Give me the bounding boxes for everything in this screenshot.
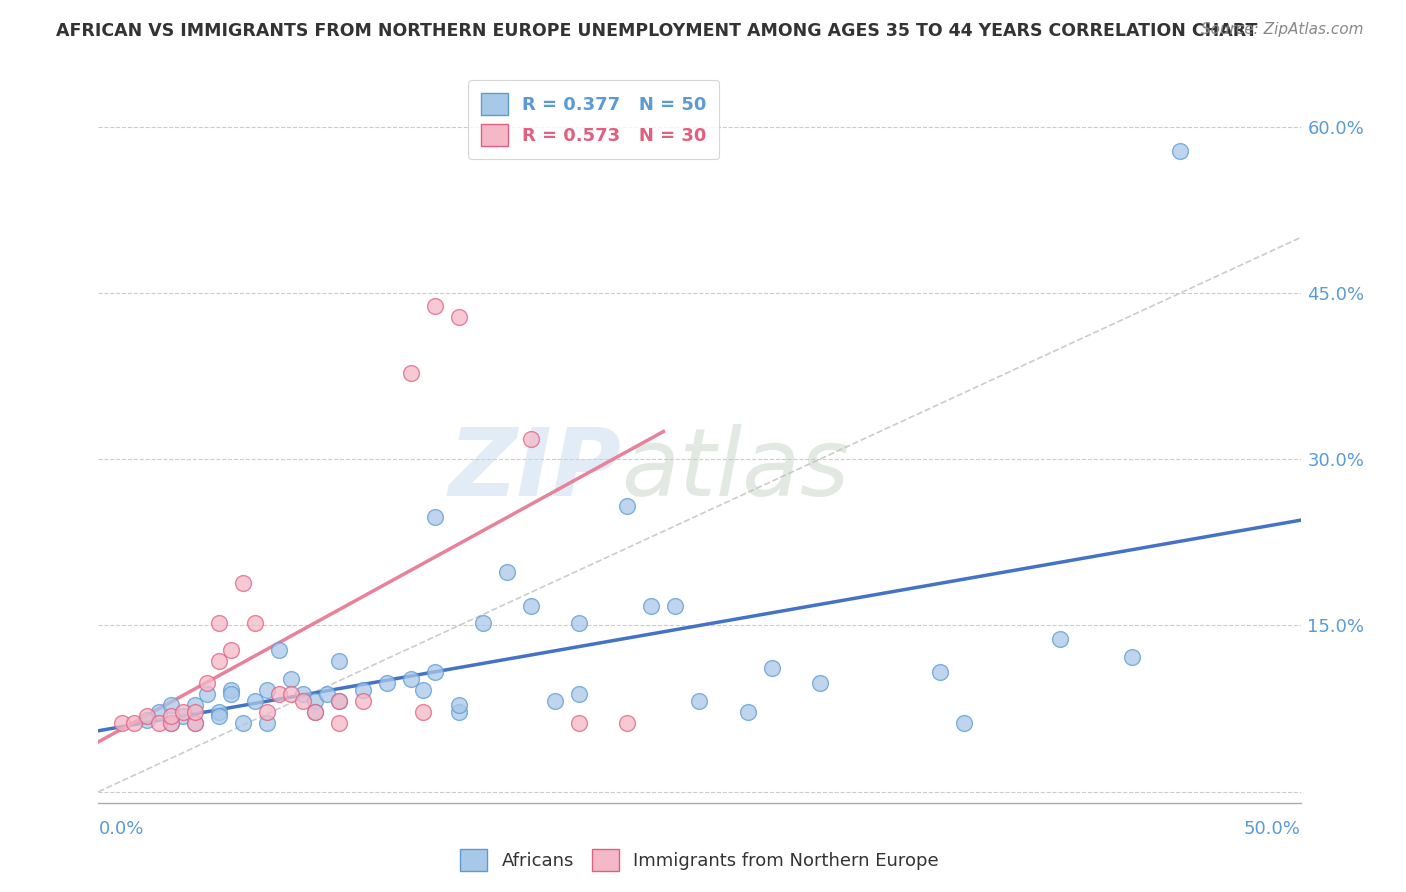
Point [953,716,976,731]
Point [447,698,470,713]
Point [520,599,543,613]
Text: Source: ZipAtlas.com: Source: ZipAtlas.com [1201,22,1364,37]
Point [291,687,314,701]
Point [1049,632,1071,646]
Text: ZIP: ZIP [449,424,621,516]
Point [1170,144,1192,158]
Point [616,716,638,731]
Point [1121,649,1143,664]
Point [423,665,446,679]
Point [172,705,194,719]
Point [399,366,422,380]
Point [183,716,205,731]
Point [447,310,470,325]
Text: 0.0%: 0.0% [98,820,143,838]
Point [352,694,374,708]
Point [447,705,470,719]
Point [328,694,350,708]
Point [267,687,290,701]
Point [568,616,591,631]
Point [689,694,711,708]
Text: atlas: atlas [621,425,849,516]
Point [111,716,134,731]
Point [232,716,254,731]
Text: AFRICAN VS IMMIGRANTS FROM NORTHERN EUROPE UNEMPLOYMENT AMONG AGES 35 TO 44 YEAR: AFRICAN VS IMMIGRANTS FROM NORTHERN EURO… [56,22,1257,40]
Point [195,676,218,690]
Text: 50.0%: 50.0% [1244,820,1301,838]
Point [124,716,146,731]
Point [304,705,326,719]
Point [423,509,446,524]
Point [148,705,170,719]
Point [135,713,157,727]
Point [172,709,194,723]
Point [544,694,567,708]
Point [761,660,783,674]
Point [472,616,495,631]
Point [183,716,205,731]
Point [520,432,543,446]
Point [256,682,278,697]
Point [219,687,242,701]
Point [219,682,242,697]
Point [280,687,302,701]
Point [208,705,231,719]
Point [412,682,434,697]
Point [808,676,831,690]
Point [496,566,519,580]
Point [243,694,266,708]
Point [291,694,314,708]
Point [208,709,231,723]
Point [352,682,374,697]
Point [412,705,434,719]
Point [159,716,181,731]
Point [304,694,326,708]
Point [256,705,278,719]
Point [135,709,157,723]
Point [328,694,350,708]
Point [232,576,254,591]
Point [737,705,759,719]
Point [159,716,181,731]
Point [423,299,446,313]
Point [328,654,350,668]
Point [280,672,302,686]
Legend: Africans, Immigrants from Northern Europe: Africans, Immigrants from Northern Europ… [453,841,946,878]
Point [183,705,205,719]
Point [568,687,591,701]
Point [328,716,350,731]
Point [148,716,170,731]
Point [315,687,337,701]
Point [640,599,662,613]
Point [664,599,686,613]
Point [243,616,266,631]
Point [208,654,231,668]
Point [375,676,398,690]
Point [159,698,181,713]
Point [928,665,950,679]
Point [304,705,326,719]
Point [183,698,205,713]
Point [616,499,638,513]
Point [267,643,290,657]
Point [208,616,231,631]
Point [568,716,591,731]
Point [256,716,278,731]
Point [159,709,181,723]
Point [195,687,218,701]
Point [399,672,422,686]
Point [219,643,242,657]
